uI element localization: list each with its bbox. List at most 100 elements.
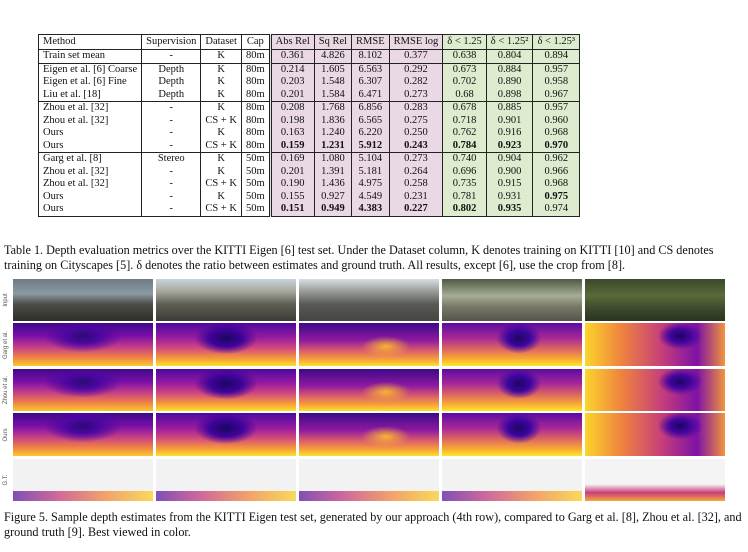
supervision-cell: Depth [141,88,201,102]
dataset-cell: K [200,165,242,178]
metric-cell: 0.273 [388,152,443,166]
col-header: RMSE [351,34,390,50]
metric-cell: 0.970 [532,139,581,153]
metric-cell: 0.962 [532,152,581,166]
metric-cell: 0.957 [532,101,581,115]
supervision-cell: Depth [141,62,201,76]
col-header: RMSE log [388,34,443,50]
metric-cell: 0.201 [268,88,315,102]
supervision-cell: - [141,114,201,127]
metric-cell: 0.781 [442,190,487,203]
depth-map-3 [299,323,439,366]
cap-cell: 50m [240,190,271,203]
metric-cell: 0.243 [388,139,443,153]
metric-cell: 0.735 [442,178,487,191]
metric-cell: 0.904 [485,152,533,166]
metric-cell: 1.231 [313,139,352,153]
supervision-cell: - [141,49,201,63]
row-label-zhou: Zhou et al. [1,369,11,411]
method-cell: Garg et al. [8] [37,152,142,166]
metric-cell: 0.282 [388,76,443,89]
input-image-3 [299,279,439,321]
cap-cell: 50m [240,165,271,178]
input-image-5 [585,279,725,321]
depth-map-2 [156,413,296,456]
metric-cell: 0.198 [268,114,315,127]
input-image-4 [442,279,582,321]
depth-map-2 [156,369,296,411]
metric-cell: 0.208 [268,101,315,115]
metric-cell: 5.181 [351,165,390,178]
supervision-cell: - [141,139,201,153]
dataset-cell: K [200,49,242,63]
table-row: Zhou et al. [32] - K 80m 0.208 1.768 6.856 0.28… [37,101,581,115]
metric-cell: 0.214 [268,62,315,76]
dataset-cell: CS + K [200,178,242,191]
metric-cell: 6.856 [351,101,390,115]
metric-cell: 0.802 [442,203,487,217]
metric-cell: 0.678 [442,101,487,115]
cap-cell: 80m [240,127,271,140]
metric-cell: 0.935 [485,203,533,217]
metric-cell: 6.563 [351,62,390,76]
cap-cell: 80m [240,62,271,76]
metric-cell: 0.190 [268,178,315,191]
metric-cell: 0.250 [388,127,443,140]
metric-cell: 0.949 [313,203,352,217]
method-cell: Zhou et al. [32] [37,165,142,178]
metric-cell: 0.974 [532,203,581,217]
metric-cell: 0.890 [485,76,533,89]
method-cell: Ours [37,139,142,153]
col-header: δ < 1.25² [485,34,533,50]
metric-cell: 0.804 [485,49,533,63]
cap-cell: 80m [240,76,271,89]
dataset-cell: K [200,127,242,140]
dataset-cell: K [200,190,242,203]
metric-cell: 0.718 [442,114,487,127]
col-header: δ < 1.25³ [532,34,581,50]
metric-cell: 4.383 [351,203,390,217]
metric-cell: 4.826 [313,49,352,63]
figure-caption: Figure 5. Sample depth estimates from th… [4,510,742,539]
supervision-cell: Stereo [141,152,201,166]
results-table: Method Supervision Dataset Cap Abs Rel S… [37,34,581,217]
metric-cell: 0.958 [532,76,581,89]
cap-cell: 80m [240,139,271,153]
metric-cell: 0.960 [532,114,581,127]
metric-cell: 0.231 [388,190,443,203]
depth-map-5 [585,413,725,456]
metric-cell: 0.163 [268,127,315,140]
metric-cell: 0.68 [442,88,487,102]
metric-cell: 0.258 [388,178,443,191]
metric-cell: 0.169 [268,152,315,166]
depth-map-4 [442,369,582,411]
col-header: Sq Rel [313,34,352,50]
depth-map-3 [299,369,439,411]
table-caption: Table 1. Depth evaluation metrics over t… [4,243,714,272]
metric-cell: 0.975 [532,190,581,203]
metric-cell: 0.967 [532,88,581,102]
dataset-cell: K [200,152,242,166]
cap-cell: 50m [240,152,271,166]
metric-cell: 0.884 [485,62,533,76]
table-row: Train set mean - K 80m 0.361 4.826 8.102 0.377 0… [37,49,581,63]
cap-cell: 80m [240,101,271,115]
metric-cell: 0.931 [485,190,533,203]
cap-cell: 80m [240,88,271,102]
depth-map-1 [13,369,153,411]
table-row: Liu et al. [18] Depth K 80m 0.201 1.584 6.471 0… [37,88,581,102]
method-cell: Ours [37,190,142,203]
table-row: Ours - CS + K 50m 0.151 0.949 4.383 0.227 0.802 0… [37,203,581,217]
metric-cell: 0.968 [532,127,581,140]
metric-cell: 1.836 [313,114,352,127]
table-row: Zhou et al. [32] - CS + K 80m 0.198 1.836 6.56… [37,114,581,127]
metric-cell: 0.273 [388,88,443,102]
ground-truth-map-2 [156,459,296,501]
metric-cell: 0.957 [532,62,581,76]
supervision-cell: - [141,165,201,178]
depth-map-1 [13,323,153,366]
metric-cell: 0.762 [442,127,487,140]
row-label-text: Zhou et al. [3,375,9,405]
depth-map-5 [585,323,725,366]
ground-truth-map-3 [299,459,439,501]
